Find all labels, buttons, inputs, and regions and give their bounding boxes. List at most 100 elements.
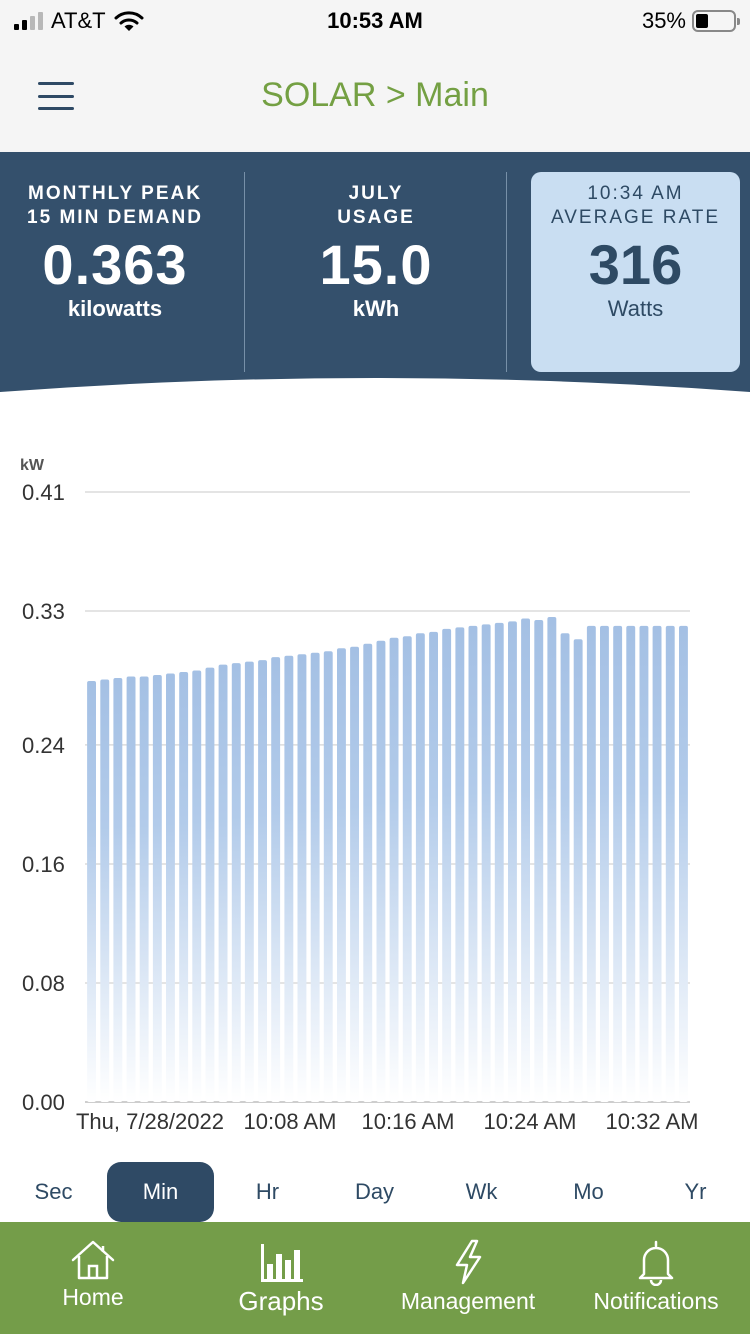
carrier: AT&T <box>14 8 144 34</box>
chart-bar[interactable] <box>231 663 241 1102</box>
carrier-label: AT&T <box>51 8 106 33</box>
monthly-peak-label-2: 15 MIN DEMAND <box>27 207 203 228</box>
page-title: SOLAR > Main <box>261 76 489 114</box>
range-tab-yr[interactable]: Yr <box>684 1179 707 1204</box>
tab-management-label: Management <box>400 1288 536 1314</box>
x-tick-label: 10:24 AM <box>484 1109 577 1134</box>
chart-bar[interactable] <box>205 667 215 1102</box>
chart-bar[interactable] <box>376 640 386 1102</box>
july-usage-stat[interactable]: JULY USAGE 15.0 kWh <box>261 182 491 322</box>
chart-bar[interactable] <box>455 627 465 1102</box>
chart-bar[interactable] <box>468 625 478 1102</box>
stat-divider <box>506 172 507 372</box>
monthly-peak-unit: kilowatts <box>67 296 163 321</box>
chart-bar[interactable] <box>560 633 570 1102</box>
chart-bar[interactable] <box>508 621 517 1102</box>
stat-divider <box>244 172 245 372</box>
x-tick-label: Thu, 7/28/2022 <box>76 1109 224 1134</box>
chart-bar[interactable] <box>521 618 530 1103</box>
chart-bar[interactable] <box>415 633 425 1102</box>
signal-icon <box>14 12 43 30</box>
y-tick-label: 0.24 <box>22 733 65 758</box>
range-tab-sec[interactable]: Sec <box>34 1179 73 1204</box>
chart-bar[interactable] <box>139 676 149 1103</box>
average-rate-value: 316 <box>588 233 683 296</box>
range-tab-day[interactable]: Day <box>354 1179 395 1204</box>
chart-bar[interactable] <box>600 625 609 1102</box>
range-tab-min[interactable]: Min <box>107 1162 214 1222</box>
battery-percent: 35% <box>641 8 686 33</box>
chart-bar[interactable] <box>271 657 281 1102</box>
x-tick-label: 10:08 AM <box>244 1109 337 1134</box>
range-tab-mo[interactable]: Mo <box>573 1179 604 1204</box>
chart-bar[interactable] <box>626 625 636 1102</box>
chart-bar[interactable] <box>652 625 662 1102</box>
chart-bar[interactable] <box>639 625 649 1102</box>
chart-bar[interactable] <box>244 661 254 1102</box>
range-tab-hr[interactable]: Hr <box>255 1179 280 1204</box>
average-rate-card[interactable]: 10:34 AM AVERAGE RATE 316 Watts <box>531 172 740 372</box>
july-usage-label-1: JULY <box>348 183 404 204</box>
chart-bar[interactable] <box>166 673 175 1103</box>
hamburger-menu-icon[interactable] <box>38 82 74 110</box>
chart-bar[interactable] <box>442 628 452 1102</box>
usage-chart-svg: kW 0.41 0.33 0.24 0.16 0.08 0.00 Thu, 7/28/20… <box>20 457 699 1134</box>
tab-graphs-label: Graphs <box>238 1286 324 1316</box>
chart-bar[interactable] <box>350 646 359 1102</box>
chart-bar[interactable] <box>310 652 320 1102</box>
chart-bar[interactable] <box>613 625 623 1102</box>
wifi-icon <box>114 11 144 31</box>
chart-bar[interactable] <box>586 625 596 1102</box>
tab-notifications-label: Notifications <box>593 1288 719 1314</box>
chart-bar[interactable] <box>547 617 557 1102</box>
chart-bar[interactable] <box>573 639 583 1102</box>
chart-bar[interactable] <box>87 681 96 1102</box>
monthly-peak-stat[interactable]: MONTHLY PEAK 15 MIN DEMAND 0.363 kilowat… <box>0 182 230 322</box>
chart-bar[interactable] <box>337 648 346 1102</box>
chart-bar[interactable] <box>113 678 123 1102</box>
bell-icon <box>638 1240 674 1286</box>
y-axis-label: kW <box>20 457 45 474</box>
chart-bar[interactable] <box>679 625 688 1102</box>
chart-bar[interactable] <box>218 664 228 1102</box>
chart-bar[interactable] <box>481 624 491 1102</box>
chart-bar[interactable] <box>402 636 412 1102</box>
bar-chart-icon <box>261 1244 303 1282</box>
y-tick-label: 0.16 <box>22 852 65 877</box>
chart-bar[interactable] <box>179 672 189 1102</box>
clock: 10:53 AM <box>327 8 423 33</box>
y-tick-label: 0.33 <box>22 599 65 624</box>
y-tick-label: 0.08 <box>22 971 65 996</box>
usage-chart[interactable]: kW 0.41 0.33 0.24 0.16 0.08 0.00 Thu, 7/28/20… <box>0 440 750 1140</box>
chart-bar[interactable] <box>100 679 110 1103</box>
chart-bar[interactable] <box>494 622 504 1102</box>
range-tab-wk[interactable]: Wk <box>465 1179 498 1204</box>
chart-bar[interactable] <box>192 670 202 1103</box>
july-usage-label-2: USAGE <box>337 207 415 228</box>
monthly-peak-label-1: MONTHLY PEAK <box>28 183 202 204</box>
chart-bar[interactable] <box>258 660 267 1102</box>
average-rate-unit: Watts <box>607 296 664 321</box>
y-tick-label: 0.00 <box>22 1090 65 1115</box>
chart-bar[interactable] <box>429 631 438 1102</box>
status-bar: AT&T 10:53 AM 35% <box>0 0 750 42</box>
chart-bar[interactable] <box>389 637 399 1102</box>
chart-bar[interactable] <box>534 620 544 1102</box>
july-usage-unit: kWh <box>352 296 400 321</box>
chart-bar[interactable] <box>126 676 136 1103</box>
tab-notifications[interactable]: Notifications <box>580 1222 732 1334</box>
monthly-peak-value: 0.363 <box>42 233 188 296</box>
chart-bar[interactable] <box>297 654 307 1102</box>
tab-management[interactable]: Management <box>388 1222 548 1334</box>
chart-bar[interactable] <box>323 651 333 1102</box>
chart-bar[interactable] <box>665 625 675 1102</box>
chart-bar[interactable] <box>152 675 162 1102</box>
y-tick-label: 0.41 <box>22 480 65 505</box>
tab-graphs[interactable]: Graphs <box>216 1222 346 1334</box>
chart-bar[interactable] <box>363 643 373 1102</box>
x-tick-label: 10:32 AM <box>606 1109 699 1134</box>
tab-home[interactable]: Home <box>28 1222 158 1334</box>
battery-icon <box>692 10 740 32</box>
chart-bar[interactable] <box>284 655 294 1102</box>
battery: 35% <box>641 8 740 34</box>
